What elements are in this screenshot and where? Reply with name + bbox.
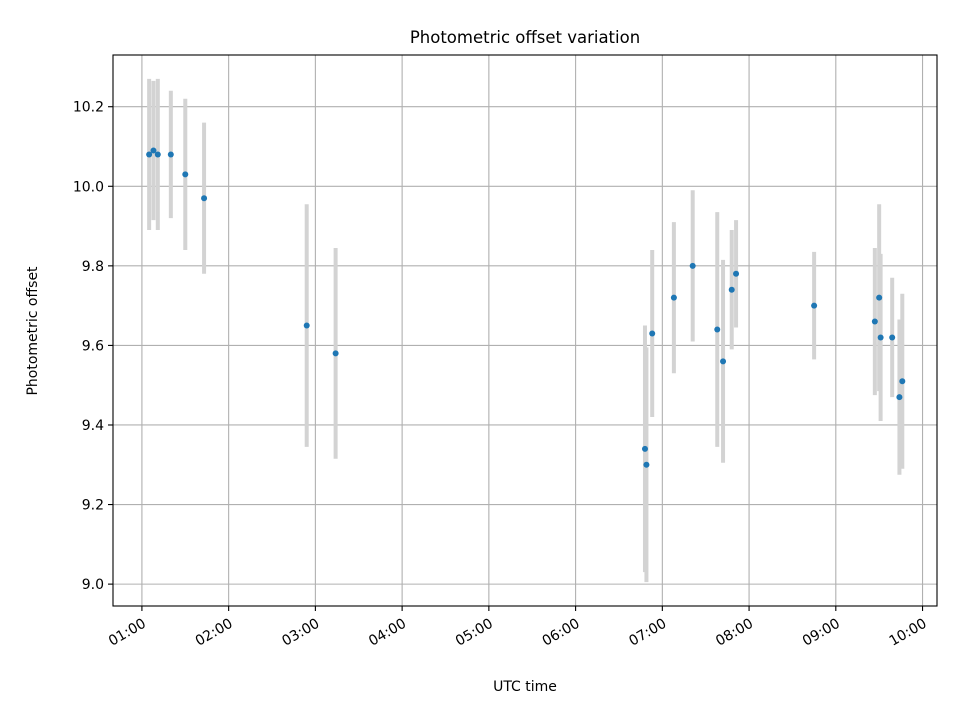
data-point [714, 326, 721, 333]
data-points [146, 147, 906, 468]
data-point [643, 461, 650, 468]
grid [113, 55, 937, 606]
data-point [733, 270, 740, 277]
data-point [876, 294, 883, 301]
data-point [728, 286, 735, 293]
data-point [896, 394, 903, 401]
plot-frame [112, 54, 938, 607]
data-point [201, 195, 208, 202]
data-point [146, 151, 153, 158]
y-tick-label: 9.4 [82, 418, 104, 434]
data-point [182, 171, 189, 178]
data-point [670, 294, 677, 301]
data-point [154, 151, 161, 158]
data-point [889, 334, 896, 341]
data-point [720, 358, 727, 365]
y-tick-label: 9.2 [82, 498, 104, 514]
data-point [167, 151, 174, 158]
y-tick-label: 10.0 [73, 179, 104, 195]
chart-title: Photometric offset variation [410, 28, 640, 47]
y-axis-ticks: 9.0 9.2 9.4 9.6 9.8 10.0 10.2 [73, 100, 113, 593]
data-point [871, 318, 878, 325]
data-point [877, 334, 884, 341]
x-axis-label: UTC time [493, 679, 557, 695]
y-tick-label: 9.6 [82, 338, 104, 354]
y-axis-label: Photometric offset [25, 266, 41, 396]
y-tick-label: 10.2 [73, 100, 104, 116]
data-point [689, 262, 696, 269]
data-point [332, 350, 339, 357]
data-point [899, 378, 906, 385]
data-point [303, 322, 310, 329]
y-tick-label: 9.8 [82, 259, 104, 275]
y-tick-label: 9.0 [82, 577, 104, 593]
data-point [150, 147, 157, 154]
data-point [649, 330, 656, 337]
data-point [811, 302, 818, 309]
data-point [641, 445, 648, 452]
